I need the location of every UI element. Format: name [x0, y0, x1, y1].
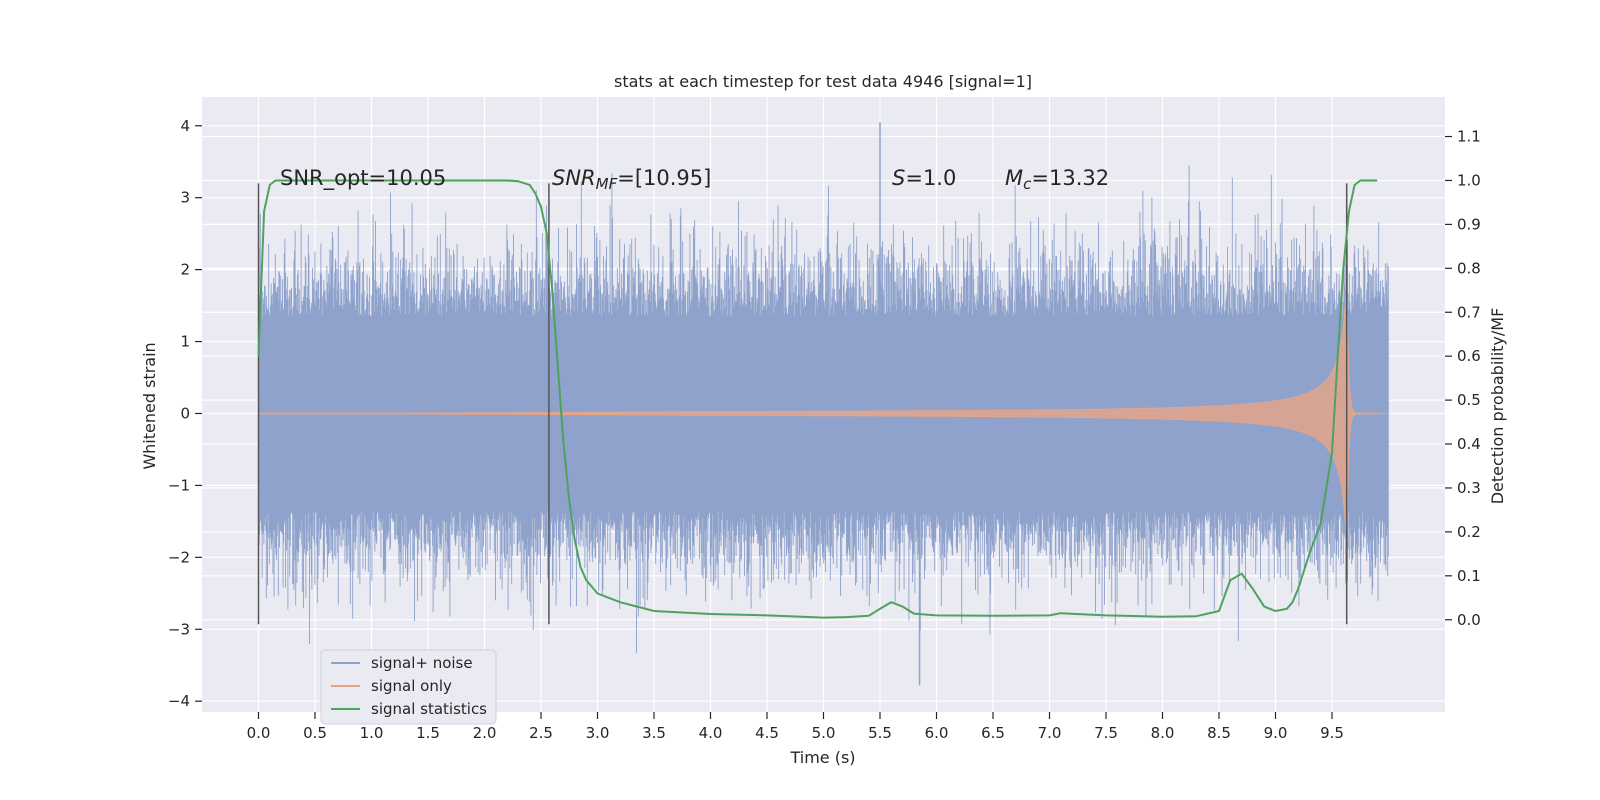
right-axis-title: Detection probability/MF — [1488, 308, 1507, 505]
annotation-snr-mf-value: =[10.95] — [617, 166, 711, 190]
series-signal-statistics — [257, 179, 1378, 619]
annotation-snr-mf-sub: MF — [596, 175, 618, 193]
legend-entry-signal-noise: signal+ noise — [371, 654, 473, 672]
y-right-tick-label: 0.7 — [1457, 303, 1481, 321]
x-tick-label: 3.0 — [586, 724, 610, 742]
bottom-axis-ticks: 0.0 0.5 1.0 1.5 2.0 2.5 3.0 3.5 4.0 4.5 5.0 5.5 6.0 6… — [247, 712, 1344, 742]
left-axis-ticks: 4 3 2 1 0 −1 −2 −3 −4 — [168, 117, 202, 710]
x-tick-label: 4.0 — [699, 724, 723, 742]
y-tick-label: −1 — [168, 476, 190, 494]
x-tick-label: 6.0 — [925, 724, 949, 742]
annotation-snr-mf-label: SNR — [552, 166, 596, 190]
y-right-tick-label: 0.5 — [1457, 391, 1481, 409]
y-right-tick-label: 0.2 — [1457, 523, 1481, 541]
y-tick-label: 0 — [180, 404, 190, 422]
y-tick-label: 1 — [180, 333, 190, 351]
right-axis-ticks: 1.1 1.0 0.9 0.8 0.7 0.6 0.5 0.4 0.3 0.2 0.1 0.0 — [1445, 128, 1481, 629]
legend: signal+ noise signal only signal statist… — [320, 649, 497, 725]
annotation-s: S=1.0 — [892, 166, 956, 190]
x-tick-label: 1.0 — [360, 724, 384, 742]
y-right-tick-label: 0.9 — [1457, 215, 1481, 233]
annotation-mc-sub: c — [1023, 175, 1032, 193]
y-tick-label: −2 — [168, 548, 190, 566]
x-tick-label: 2.0 — [473, 724, 497, 742]
y-right-tick-label: 1.1 — [1457, 128, 1481, 146]
x-axis-title: Time (s) — [789, 748, 855, 767]
y-tick-label: 2 — [180, 261, 190, 279]
annotation-s-label: S — [892, 166, 905, 190]
y-right-tick-label: 0.6 — [1457, 347, 1481, 365]
legend-entry-signal-statistics: signal statistics — [371, 700, 487, 718]
x-tick-label: 8.5 — [1207, 724, 1231, 742]
legend-box — [320, 649, 497, 725]
x-tick-label: 7.0 — [1038, 724, 1062, 742]
x-tick-label: 6.5 — [981, 724, 1005, 742]
x-tick-label: 1.5 — [416, 724, 440, 742]
x-tick-label: 8.0 — [1151, 724, 1175, 742]
x-tick-label: 5.5 — [868, 724, 892, 742]
annotation-mc-value: =13.32 — [1031, 166, 1109, 190]
annotation-mc: Mc=13.32 — [1005, 166, 1109, 193]
y-tick-label: −3 — [168, 620, 190, 638]
annotation-snr-mf: SNRMF=[10.95] — [552, 166, 711, 193]
x-tick-label: 7.5 — [1094, 724, 1118, 742]
y-right-tick-label: 0.0 — [1457, 611, 1481, 629]
y-axis-title: Whitened strain — [140, 342, 159, 469]
signal-statistics-line — [257, 179, 1378, 619]
annotation-mc-label: M — [1005, 166, 1023, 190]
annotation-snr-opt: SNR_opt=10.05 — [280, 166, 446, 191]
x-tick-label: 0.0 — [247, 724, 271, 742]
x-tick-label: 4.5 — [755, 724, 779, 742]
y-tick-label: −4 — [168, 692, 190, 710]
y-tick-label: 4 — [180, 117, 190, 135]
y-right-tick-label: 0.4 — [1457, 435, 1481, 453]
series-signal-only — [258, 281, 1387, 546]
x-tick-label: 9.0 — [1264, 724, 1288, 742]
annotation-s-value: =1.0 — [905, 166, 956, 190]
x-tick-label: 3.5 — [642, 724, 666, 742]
y-tick-label: 3 — [180, 189, 190, 207]
legend-entry-signal-only: signal only — [371, 677, 452, 695]
y-right-tick-label: 0.8 — [1457, 259, 1481, 277]
x-tick-label: 5.0 — [812, 724, 836, 742]
x-tick-label: 2.5 — [529, 724, 553, 742]
chart-title: stats at each timestep for test data 494… — [614, 72, 1032, 91]
y-right-tick-label: 0.1 — [1457, 567, 1481, 585]
x-tick-label: 9.5 — [1320, 724, 1344, 742]
x-tick-label: 0.5 — [303, 724, 327, 742]
y-right-tick-label: 0.3 — [1457, 479, 1481, 497]
y-right-tick-label: 1.0 — [1457, 171, 1481, 189]
